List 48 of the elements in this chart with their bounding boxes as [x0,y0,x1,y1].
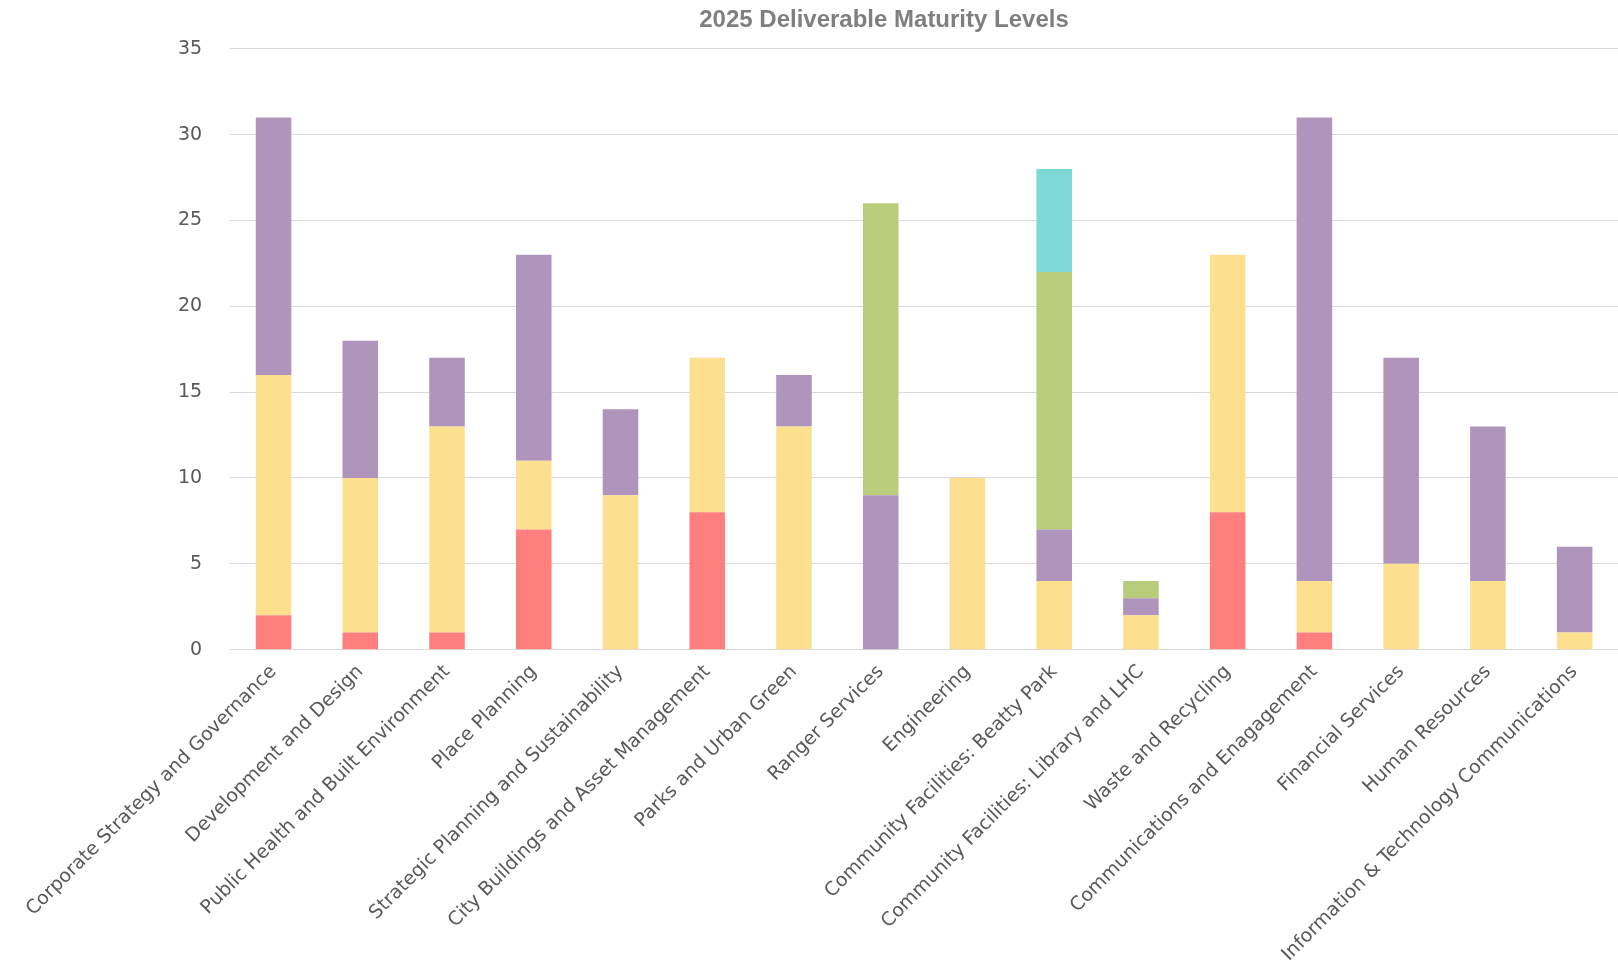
bar [342,632,379,650]
bar [1470,426,1506,581]
bar [1383,563,1419,650]
bar [255,374,292,616]
bar [1209,512,1246,650]
bar [1296,581,1333,633]
bar [342,340,379,478]
bar [255,117,292,375]
bar [602,409,639,496]
bar [862,203,899,496]
bar [1123,615,1159,650]
y-tick-label: 35 [177,35,203,58]
bar [776,426,812,650]
bar [429,426,465,633]
bar [429,357,465,427]
bar [515,460,552,530]
bar [689,357,726,513]
bar [255,615,292,650]
bar [776,374,812,427]
bar [1123,581,1159,599]
bar [429,632,465,650]
bar [1036,581,1072,650]
bar [1296,117,1333,581]
bar [862,495,899,650]
bar [1296,632,1333,650]
bar [1036,271,1072,530]
bar [1383,357,1419,564]
bar [515,529,552,650]
bar [949,477,986,650]
bar [602,495,639,650]
bar [1470,581,1506,650]
y-tick-label: 15 [177,379,203,402]
y-tick-label: 0 [190,636,203,659]
y-tick-label: 20 [177,293,203,316]
y-tick-label: 10 [177,464,203,487]
y-tick-label: 5 [190,550,203,573]
bar [342,477,379,633]
bar [1036,529,1072,581]
chart-title: 2025 Deliverable Maturity Levels [699,5,1069,33]
bar [1209,254,1246,513]
bar [515,254,552,461]
bar [1556,632,1593,650]
y-tick-label: 25 [177,207,203,230]
bar [1036,168,1072,272]
bar [689,512,726,650]
y-tick-label: 30 [177,121,203,144]
bar [1556,546,1593,633]
bar [1123,598,1159,616]
